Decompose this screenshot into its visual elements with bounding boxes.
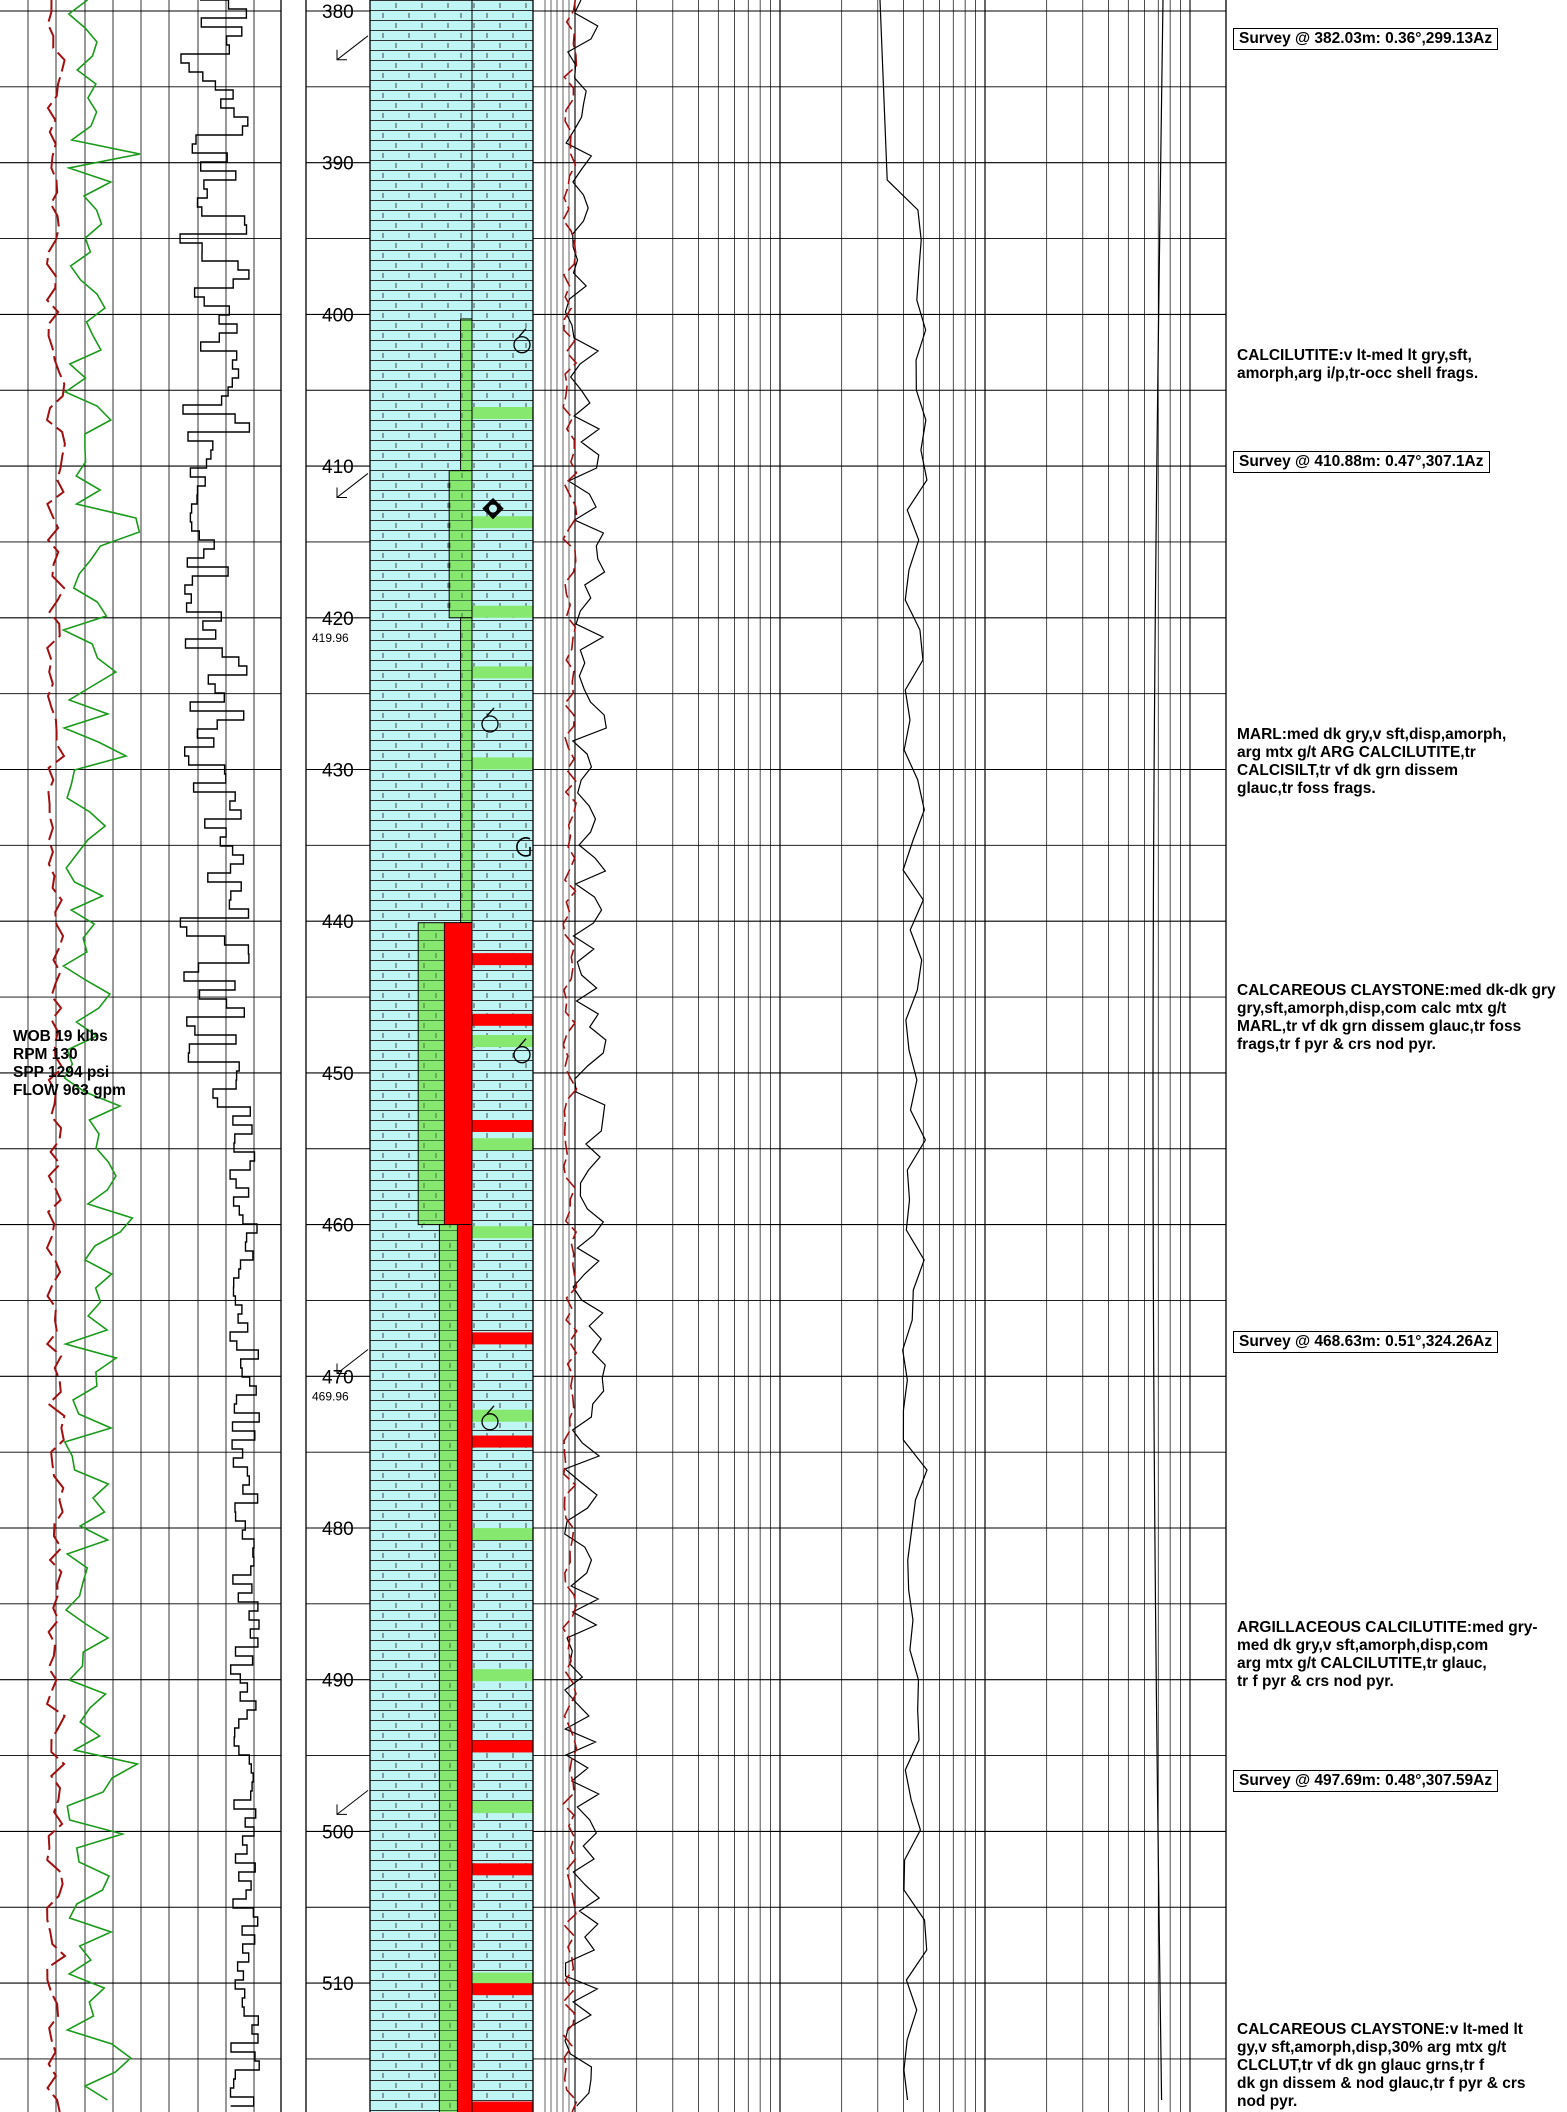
survey-arrowhead — [336, 487, 347, 498]
marl-band — [472, 1801, 533, 1814]
fossil-icon — [513, 1046, 531, 1064]
depth-label: 400 — [322, 305, 354, 326]
marl-band — [472, 1972, 533, 1985]
gas-curves — [562, 0, 1164, 2112]
wob-label: WOB 19 klbs — [13, 1028, 108, 1045]
claystone-band — [472, 2101, 533, 2112]
depth-label: 440 — [322, 912, 354, 933]
depth-label: 410 — [322, 457, 354, 478]
fossil-icon — [518, 1038, 527, 1048]
pyrite-icon — [489, 504, 497, 513]
lithology-description: CALCILUTITE:v lt-med lt gry,sft, amorph,… — [1237, 347, 1479, 382]
survey-arrows — [336, 35, 369, 1815]
depth-label: 450 — [322, 1064, 354, 1085]
survey-note: Survey @ 468.63m: 0.51°,324.26Az — [1233, 1331, 1499, 1353]
depth-label: 460 — [322, 1216, 354, 1237]
claystone-band — [472, 1332, 533, 1345]
claystone-interval — [456, 1224, 473, 2112]
rpm-label: RPM 130 — [13, 1046, 78, 1063]
marl-band — [472, 757, 533, 770]
claystone-band — [472, 1983, 533, 1996]
survey-arrowhead — [336, 1363, 347, 1375]
marl-band — [472, 666, 533, 679]
claystone-interval — [443, 922, 473, 1225]
fossil-icon — [481, 715, 499, 733]
depth-label: 480 — [322, 1519, 354, 1540]
fossil-icon — [513, 336, 531, 354]
chromatograph-curve — [879, 0, 928, 2101]
marl-interval — [460, 318, 473, 472]
marl-band — [472, 1669, 533, 1682]
survey-arrow — [336, 35, 369, 61]
gas-log-track — [544, 0, 1191, 2112]
lithology-description: CALCAREOUS CLAYSTONE:v lt-med lt gy,v sf… — [1237, 2021, 1526, 2110]
survey-arrowhead — [336, 49, 347, 61]
depth-label: 380 — [322, 2, 354, 23]
depth-sublabel: 469.96 — [312, 1390, 349, 1404]
survey-arrow — [336, 1789, 369, 1815]
depth-label: 430 — [322, 761, 354, 782]
depth-label: 490 — [322, 1671, 354, 1692]
lithology-symbols — [481, 328, 531, 1431]
marl-band — [472, 605, 533, 618]
flow-label: FLOW 963 gpm — [13, 1082, 126, 1099]
fossil-icon — [518, 328, 527, 338]
marl-band — [472, 516, 533, 529]
claystone-band — [472, 1119, 533, 1132]
survey-arrow — [336, 1349, 369, 1374]
lithology-bands — [472, 407, 533, 2112]
depth-label: 470 — [322, 1367, 354, 1388]
claystone-band — [472, 1863, 533, 1876]
survey-note: Survey @ 497.69m: 0.48°,307.59Az — [1233, 1770, 1499, 1792]
claystone-band — [472, 1740, 533, 1753]
wob-curve — [45, 0, 67, 2112]
survey-note: Survey @ 410.88m: 0.47°,307.1Az — [1233, 451, 1490, 473]
background-gas-curve — [1152, 0, 1164, 2101]
fossil-icon — [481, 1413, 499, 1431]
depth-labels: 380 390 400 410 420 430 440 450 460 470 480 490 500 5… — [312, 2, 354, 1995]
fossil-icon — [486, 707, 495, 717]
fossil-icon — [486, 1405, 495, 1415]
rop-curve — [61, 0, 141, 2101]
c1-gas-curve — [562, 0, 578, 2112]
marl-band — [472, 1226, 533, 1239]
drilling-parameters: WOB 19 klbs RPM 130 SPP 1294 psi FLOW 96… — [13, 1028, 126, 1100]
marl-band — [472, 1528, 533, 1541]
marl-band — [472, 1035, 533, 1048]
lithology-description: ARGILLACEOUS CALCILUTITE:med gry- med dk… — [1237, 1619, 1538, 1690]
survey-arrow — [336, 473, 369, 498]
depth-label: 390 — [322, 154, 354, 175]
survey-note: Survey @ 382.03m: 0.36°,299.13Az — [1233, 28, 1499, 50]
marl-band — [472, 1138, 533, 1151]
claystone-band — [472, 953, 533, 966]
lithology-description: CALCAREOUS CLAYSTONE:med dk-dk gry gry,s… — [1237, 982, 1556, 1053]
torque-step-curve — [179, 0, 260, 2107]
drilling-curves — [45, 0, 260, 2112]
lithology-description: MARL:med dk gry,v sft,disp,amorph, arg m… — [1237, 726, 1507, 797]
lithology-intervals — [417, 318, 473, 2112]
depth-track: 380 390 400 410 420 430 440 450 460 470 480 490 500 5… — [312, 2, 369, 1995]
total-gas-curve — [563, 0, 607, 2107]
depth-sublabel: 419.96 — [312, 631, 349, 645]
marl-interval — [460, 617, 473, 924]
logarithmic-grid — [544, 0, 1191, 2112]
marl-band — [472, 407, 533, 420]
marl-band — [472, 1409, 533, 1422]
glauconite-icon — [516, 837, 531, 857]
depth-label: 510 — [322, 1974, 354, 1995]
track-frames — [0, 0, 1227, 2112]
marl-interval — [448, 470, 473, 619]
spp-label: SPP 1294 psi — [13, 1064, 110, 1081]
depth-label: 500 — [322, 1822, 354, 1843]
claystone-band — [472, 1435, 533, 1448]
survey-arrowhead — [336, 1804, 347, 1815]
depth-label: 420 — [322, 609, 354, 630]
claystone-band — [472, 1013, 533, 1026]
lithology-column — [369, 0, 534, 2112]
